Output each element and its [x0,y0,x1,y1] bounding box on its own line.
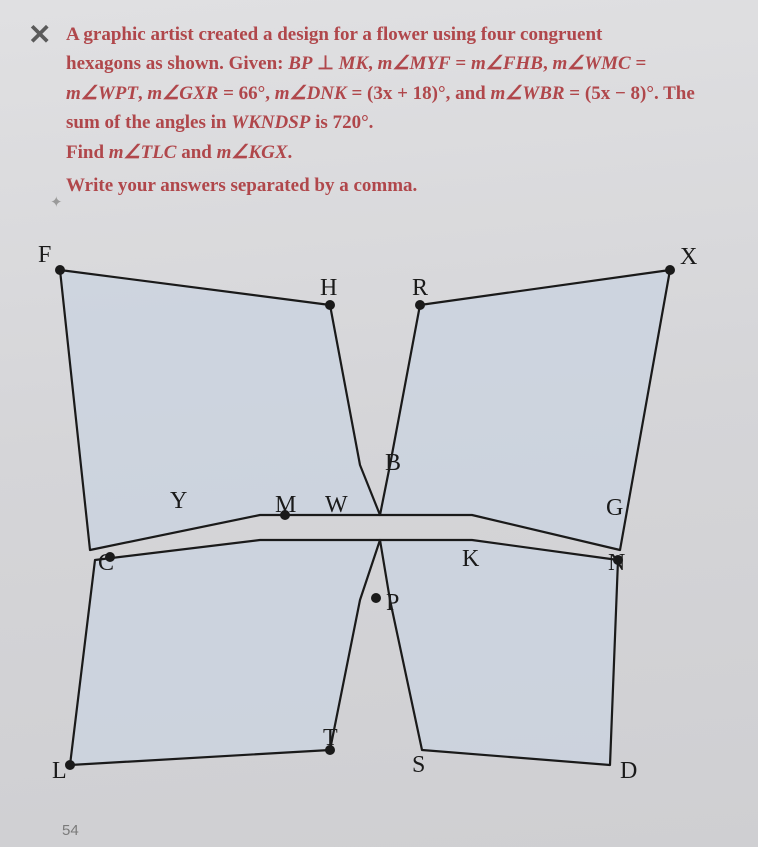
label-H: H [320,275,337,301]
label-T: T [323,725,338,751]
point-R [415,300,425,310]
problem-text: A graphic artist created a design for a … [66,20,726,201]
label-M: M [275,492,296,518]
label-P: P [386,590,399,616]
eq3: = 66°, [218,83,274,104]
question-number: 54 [62,822,79,839]
ang4a: m∠ [147,83,179,104]
label-C: C [98,550,114,576]
label-W: W [325,492,348,518]
page-surface: ✕ A graphic artist created a design for … [0,0,758,847]
dnk: DNK [307,83,347,104]
c3: , [138,83,148,104]
label-L: L [52,758,67,784]
kgx: KGX [248,142,287,163]
line4: sum of the angles in [66,112,231,133]
c2: , [543,53,553,74]
label-D: D [620,758,637,784]
label-X: X [680,244,697,270]
line2a: hexagons as shown. Given: [66,53,288,74]
point-F [55,265,65,275]
wbr: WBR [522,83,564,104]
instruction: Write your answers separated by a comma. [66,171,726,200]
label-S: S [412,752,425,778]
hint-icon: ✦ [50,193,63,212]
hex-bot-right [380,540,618,765]
ang5a: m∠ [275,83,307,104]
ang3a: m∠ [66,83,98,104]
label-F: F [38,242,51,268]
eq1: = [451,53,471,74]
ang6a: m∠ [490,83,522,104]
label-N: N [608,550,625,576]
point-X [665,265,675,275]
flower-diagram: F X H R B Y M W G C K N P T S L D [30,240,730,820]
ang2a: m∠ [552,53,584,74]
eq2: = [631,53,647,74]
eq4: = (3x + 18)°, and [347,83,491,104]
perp-sym: ⊥ [317,53,334,74]
gxr: GXR [179,83,218,104]
ang1a: m∠ [378,53,410,74]
seg-bp: BP [288,53,312,74]
wkndsp: WKNDSP [231,112,310,133]
fhb: FHB [503,53,543,74]
seg-mk: MK [339,53,369,74]
line4b: is 720°. [310,112,373,133]
ang7: m∠ [109,142,141,163]
eq5: = (5x − 8)°. The [565,83,695,104]
c1: , [368,53,378,74]
label-G: G [606,495,623,521]
label-Y: Y [170,488,187,514]
ang8: m∠ [217,142,249,163]
line5b: and [176,142,216,163]
ang1b: m∠ [471,53,503,74]
line1: A graphic artist created a design for a … [66,24,602,45]
wpt: WPT [98,83,138,104]
myf: MYF [409,53,450,74]
wmc: WMC [584,53,630,74]
point-P [371,593,381,603]
line5a: Find [66,142,109,163]
point-H [325,300,335,310]
label-R: R [412,275,428,301]
close-icon[interactable]: ✕ [28,18,51,51]
line5c: . [288,142,293,163]
label-K: K [462,546,480,572]
tlc: TLC [141,142,177,163]
hex-top-right [380,270,670,550]
label-B: B [385,450,401,476]
